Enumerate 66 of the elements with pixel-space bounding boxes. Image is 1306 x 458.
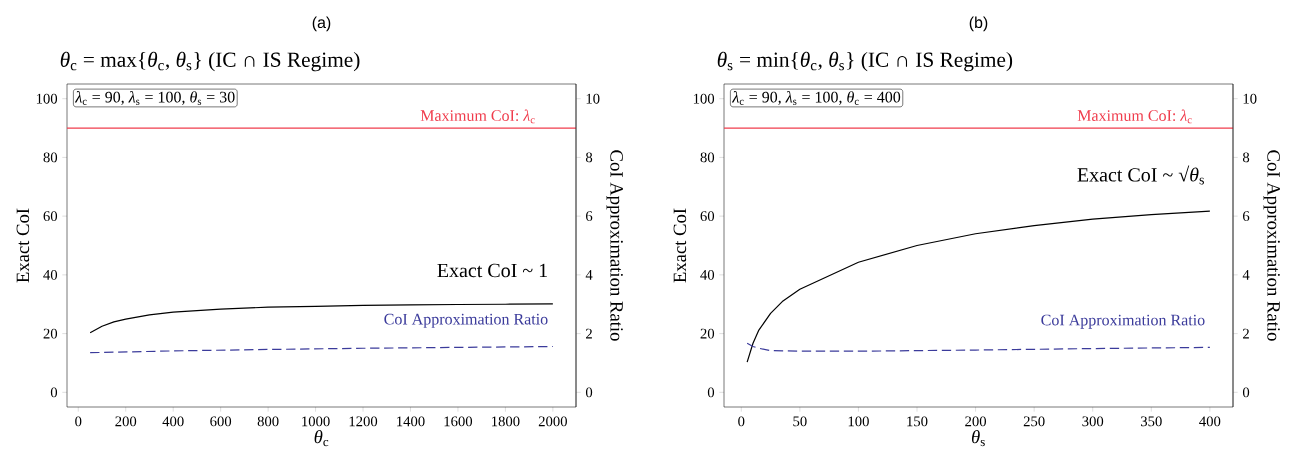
series-label: CoI Approximation Ratio: [1041, 314, 1205, 329]
y2-tick-label: 4: [1242, 270, 1250, 280]
y2-tick-label: 2: [1243, 328, 1249, 339]
y-tick-label: 80: [43, 152, 58, 163]
x-tick-label: 600: [210, 416, 232, 427]
x-tick-label: 200: [115, 416, 137, 427]
y-tick-label: 60: [43, 211, 58, 222]
x-tick-label: 150: [907, 416, 928, 427]
y-tick-label: 0: [50, 387, 58, 398]
x-tick-label: 200: [965, 416, 987, 427]
x-tick-label: 350: [1141, 416, 1162, 427]
y2-tick-label: 4: [585, 270, 593, 280]
x-tick-label: 0: [738, 416, 745, 427]
y-tick-label: 20: [700, 328, 715, 339]
line-series: [746, 342, 1211, 352]
x-tick-label: 1400: [397, 416, 425, 427]
y2-tick-label: 6: [1243, 211, 1250, 222]
text: θ$_{s}$ = min{θ$_{c}$, θ$_{s}$} (IC ∩ IS Regime): [717, 51, 1013, 72]
y-tick-label: 100: [693, 93, 715, 104]
y-tick-label: 0: [707, 387, 715, 398]
series-label: Exact CoI ~ √θ$_{s}$: [1077, 165, 1204, 185]
chart-title: (b): [969, 16, 988, 32]
x-tick-label: 250: [1023, 416, 1045, 427]
y-axis-title: Exact CoI: [673, 208, 687, 283]
y-tick-label: 40: [43, 269, 58, 280]
y-axis-title: Exact CoI: [16, 208, 30, 283]
y2-tick-label: 6: [586, 211, 593, 222]
line-series: [89, 345, 554, 354]
y2-axis-title: CoI Approximation Ratio: [606, 150, 623, 341]
line-series: [746, 210, 1211, 363]
x-axis-title: θ$_{c}$: [314, 430, 329, 447]
y2-axis-title: CoI Approximation Ratio: [1263, 150, 1280, 341]
x-tick-label: 1200: [349, 416, 378, 427]
y-tick-label: 20: [43, 328, 58, 339]
x-axis-title: θ$_{s}$: [971, 430, 985, 447]
y-tick-label: 100: [36, 93, 58, 104]
series-label: Exact CoI ~ 1: [437, 263, 547, 278]
y2-tick-label: 8: [585, 152, 593, 163]
line-series: [89, 303, 554, 334]
y2-tick-label: 0: [585, 387, 593, 398]
x-tick-label: 1800: [492, 416, 520, 427]
x-tick-label: 800: [257, 416, 279, 427]
ref-line-label: Maximum CoI: λ$_{c}$: [1077, 109, 1192, 124]
y2-tick-label: 10: [1243, 93, 1257, 104]
y-tick-label: 80: [700, 152, 715, 163]
x-tick-label: 300: [1082, 416, 1104, 427]
series-label: CoI Approximation Ratio: [384, 313, 548, 328]
chart-title: (a): [312, 16, 331, 32]
text: θ$_{c}$ = max{θ$_{c}$, θ$_{s}$} (IC ∩ IS Regime): [60, 51, 360, 72]
y-tick-label: 60: [700, 211, 715, 222]
x-tick-label: 400: [1199, 416, 1221, 427]
x-tick-label: 0: [75, 416, 82, 427]
y-tick-label: 40: [700, 269, 715, 280]
x-tick-label: 1600: [444, 416, 473, 427]
y2-tick-label: 8: [1242, 152, 1250, 163]
x-tick-label: 50: [793, 416, 807, 427]
text: λ$_{c}$ = 90, λ$_{s}$ = 100, θ$_{c}$ = 400: [731, 91, 901, 105]
text: λ$_{c}$ = 90, λ$_{s}$ = 100, θ$_{s}$ = 30: [74, 91, 235, 105]
x-tick-label: 1000: [302, 416, 330, 427]
y2-tick-label: 2: [586, 328, 592, 339]
ref-line-label: Maximum CoI: λ$_{c}$: [420, 109, 535, 124]
y2-tick-label: 0: [1242, 387, 1250, 398]
y2-tick-label: 10: [586, 93, 600, 104]
x-tick-label: 2000: [538, 416, 567, 427]
x-tick-label: 400: [162, 416, 184, 427]
x-tick-label: 100: [848, 416, 869, 427]
